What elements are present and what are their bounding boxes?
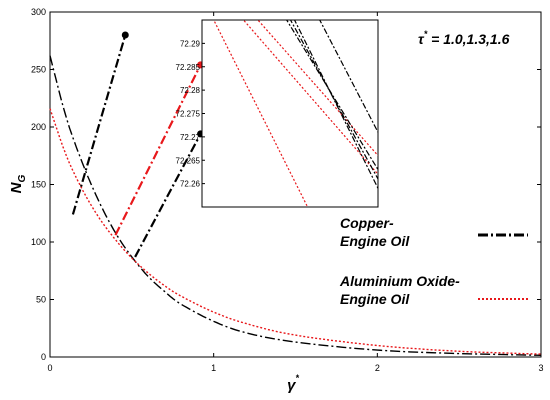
x-axis-label: γ* — [287, 373, 299, 394]
inset-line-2 — [257, 20, 378, 156]
x-tick-label: 0 — [47, 363, 52, 373]
y-tick-label: 300 — [31, 7, 46, 17]
main-plot: 0 1 2 3 0 50 100 150 200 250 300 — [31, 7, 544, 373]
legend-copper-line1: Copper- — [340, 215, 394, 231]
inset-plot: 72.26 72.265 72.27 72.275 72.28 72.285 72.29 — [176, 19, 379, 208]
inset-y-tick-label: 72.27 — [180, 133, 201, 142]
inset-y-tick-label: 72.285 — [176, 63, 201, 72]
zoom-line-0 — [71, 34, 127, 215]
legend-alumina-line2: Engine Oil — [340, 291, 410, 307]
x-tick-label: 1 — [211, 363, 216, 373]
inset-y-tick-label: 72.26 — [180, 180, 201, 189]
tau-sup: * — [424, 29, 428, 39]
legend-copper-line2: Engine Oil — [340, 233, 410, 249]
inset-line-1 — [242, 20, 378, 175]
inset-y-tick-label: 72.28 — [180, 86, 201, 95]
inset-line-0 — [213, 20, 309, 207]
y-tick-label: 100 — [31, 237, 46, 247]
tau-annotation: τ* = 1.0,1.3,1.6 — [418, 29, 510, 47]
legend-alumina-line1: Aluminium Oxide- — [339, 273, 460, 289]
y-tick-label: 250 — [31, 65, 46, 75]
inset-y-tick-label: 72.265 — [176, 156, 201, 165]
zoom-line-2 — [134, 133, 202, 258]
inset-y-tick-label: 72.29 — [180, 39, 201, 48]
tau-symbol: τ — [418, 31, 425, 47]
y-tick-label: 200 — [31, 122, 46, 132]
y-tick-label: 50 — [36, 295, 46, 305]
y-axis-label: NG — [8, 174, 28, 193]
series-line-1 — [49, 108, 542, 355]
y-tick-label: 150 — [31, 180, 46, 190]
zoom-marker-0 — [121, 31, 129, 39]
tau-values: = 1.0,1.3,1.6 — [427, 31, 509, 47]
x-tick-label: 3 — [538, 363, 543, 373]
inset-line-6 — [319, 20, 378, 133]
inset-y-tick-label: 72.275 — [176, 110, 201, 119]
y-tick-label: 0 — [41, 352, 46, 362]
series-line-0 — [49, 55, 542, 356]
zoom-line-1 — [114, 64, 202, 236]
x-tick-label: 2 — [375, 363, 380, 373]
